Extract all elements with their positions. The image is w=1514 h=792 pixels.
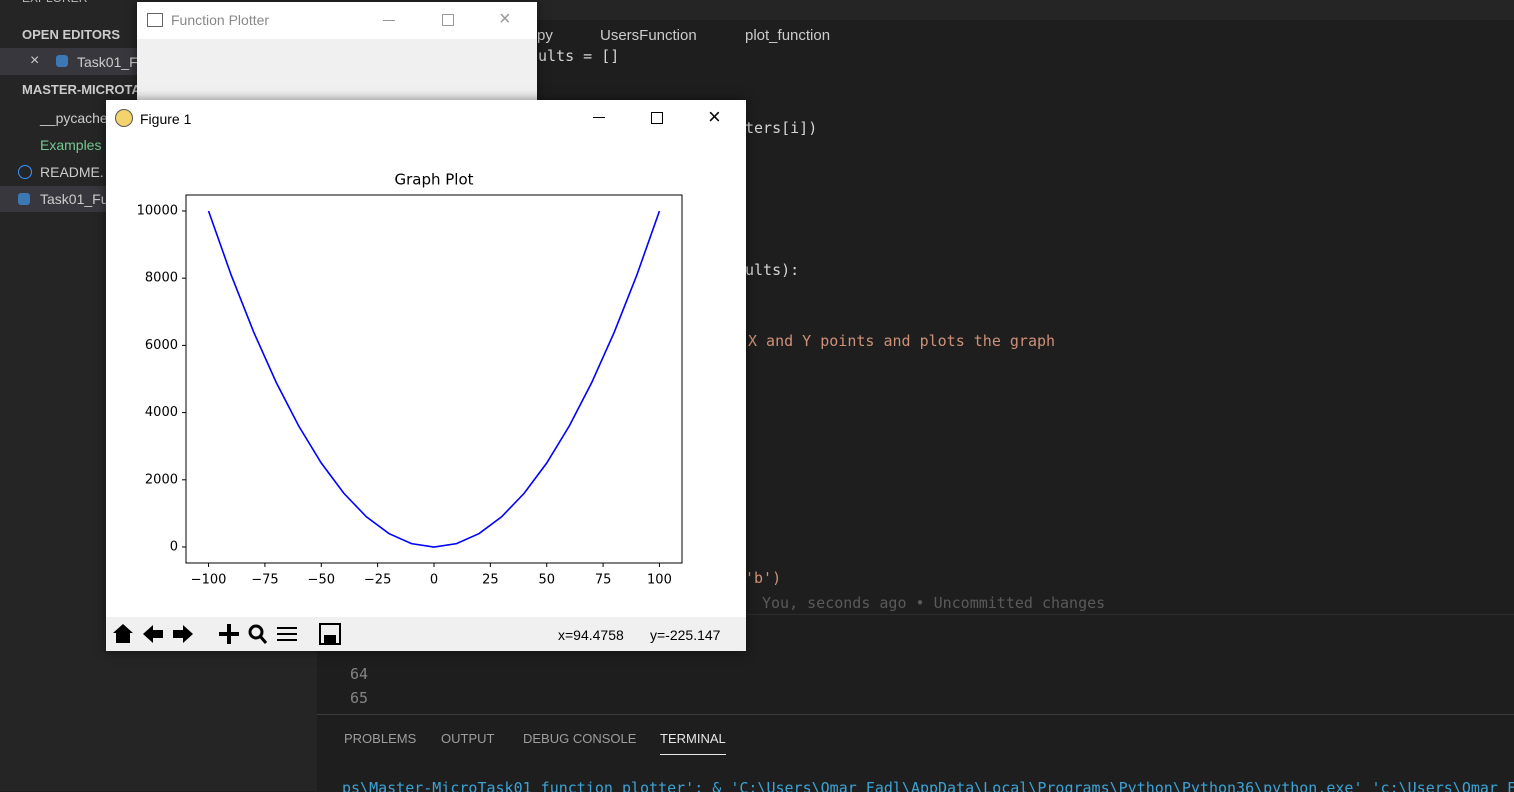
y-tick-label: 6000: [145, 338, 178, 353]
back-button[interactable]: [143, 625, 163, 643]
status-y: y=-225.147: [650, 627, 721, 643]
save-button[interactable]: [319, 623, 341, 645]
toolbar: x=94.4758 y=-225.147: [106, 617, 746, 651]
info-icon: [18, 165, 32, 179]
breadcrumb[interactable]: py: [537, 27, 553, 44]
breadcrumb[interactable]: UsersFunction: [600, 27, 697, 44]
close[interactable]: ×: [708, 104, 721, 129]
line-number: 64: [350, 665, 369, 683]
forward-button[interactable]: [173, 625, 193, 643]
plotter-window: Function Plotter ×: [137, 2, 537, 100]
x-tick-label: −50: [308, 573, 335, 588]
title-bar: Function Plotter ×: [137, 2, 537, 39]
breadcrumb[interactable]: plot_function: [745, 27, 831, 44]
y-tick-label: 8000: [145, 271, 178, 286]
x-tick-label: 75: [595, 573, 612, 588]
window-title: Figure 1: [140, 111, 192, 127]
app-icon: [147, 13, 163, 27]
panel: PROBLEMS OUTPUT DEBUG CONSOLE TERMINAL p…: [317, 714, 1514, 792]
tree-item[interactable]: README.: [40, 164, 104, 180]
code-line: ults = []: [538, 47, 620, 65]
y-tick-label: 0: [170, 540, 178, 555]
tree-item[interactable]: Task01_Fu: [40, 191, 109, 207]
close[interactable]: ×: [499, 8, 511, 30]
close-icon[interactable]: ×: [30, 52, 40, 69]
configure-button[interactable]: [277, 627, 297, 641]
open-file[interactable]: Task01_F: [77, 54, 138, 70]
app-icon: [115, 109, 133, 127]
open-editors[interactable]: OPEN EDITORS: [22, 27, 121, 42]
explorer-header: EXPLORER: [22, 0, 87, 5]
code-line: X and Y points and plots the graph: [748, 332, 1056, 350]
terminal-line: ps\Master-MicroTask01_function_plotter';…: [342, 779, 1514, 792]
panel-tab[interactable]: OUTPUT: [441, 731, 495, 746]
tab-bar: [317, 0, 1514, 20]
python-icon: [56, 55, 68, 67]
code-line: ults):: [745, 261, 800, 279]
y-tick-label: 2000: [145, 472, 178, 487]
chart: Graph Plot −100 −75 −50 −25 0 25 50 75 100 0 2000 4…: [137, 171, 683, 588]
y-tick-label: 10000: [137, 203, 178, 218]
status-x: x=94.4758: [558, 627, 624, 643]
x-tick-label: 25: [482, 573, 499, 588]
x-tick-label: 0: [430, 573, 438, 588]
zoom-button[interactable]: [248, 624, 268, 644]
figure-window: Figure 1 × Graph Plot −100 −75 −50 −25 0 25 50…: [106, 100, 746, 651]
y-tick-label: 4000: [145, 405, 178, 420]
panel-tab[interactable]: TERMINAL: [660, 731, 726, 755]
folder[interactable]: MASTER-MICROTA: [22, 82, 141, 97]
data-line: [207, 210, 661, 548]
title-bar: Figure 1 ×: [106, 100, 746, 137]
code-line: ters[i]): [745, 119, 818, 137]
chart-title: Graph Plot: [394, 171, 473, 189]
x-tick-label: −25: [364, 573, 391, 588]
x-tick-label: −100: [191, 573, 227, 588]
line-number: 65: [350, 689, 369, 707]
x-tick-label: −75: [251, 573, 278, 588]
tree-item[interactable]: __pycache: [40, 110, 108, 126]
code-line: 'b'): [745, 569, 782, 587]
panel-tab[interactable]: PROBLEMS: [344, 731, 417, 746]
line-border: [746, 614, 1514, 615]
toolbar-icons: [113, 623, 341, 645]
python-icon: [18, 193, 30, 205]
minimize[interactable]: [383, 20, 395, 21]
blame: You, seconds ago • Uncommitted changes: [762, 594, 1106, 612]
pan-button[interactable]: [219, 624, 239, 644]
tree-item[interactable]: Examples: [40, 137, 102, 153]
x-tick-label: 50: [538, 573, 555, 588]
panel-tab[interactable]: DEBUG CONSOLE: [523, 731, 637, 746]
minimize[interactable]: [593, 117, 605, 118]
window-title: Function Plotter: [171, 12, 270, 28]
maximize[interactable]: [442, 14, 454, 26]
axes-frame: [185, 194, 683, 564]
home-button[interactable]: [113, 624, 133, 643]
x-tick-label: 100: [647, 573, 672, 588]
maximize[interactable]: [651, 112, 663, 124]
